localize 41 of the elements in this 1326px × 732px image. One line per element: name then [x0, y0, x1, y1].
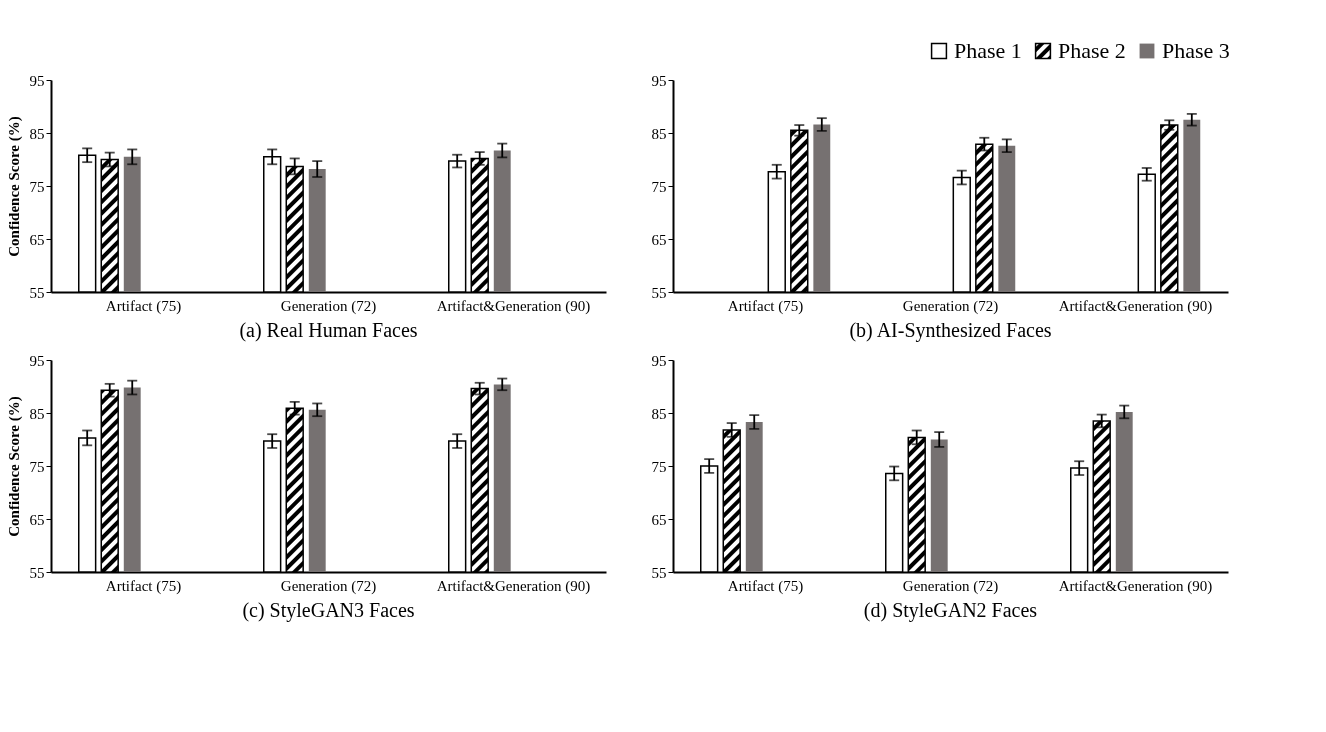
legend-label: Phase 2: [1058, 38, 1126, 63]
y-tick-label: 75: [29, 458, 45, 475]
y-tick-label: 55: [651, 564, 667, 581]
y-tick-label: 55: [29, 564, 45, 581]
y-tick-label: 95: [651, 72, 667, 89]
y-tick-label: 95: [651, 352, 667, 369]
text: (b) AI-Synthesized Faces: [849, 319, 1052, 342]
x-tick-label: Artifact&Generation (90): [1058, 297, 1213, 315]
x-tick-label: Artifact (75): [727, 577, 804, 595]
y-tick-label: 65: [29, 231, 45, 248]
y-tick-label: 75: [651, 178, 667, 195]
y-tick-label: 65: [29, 511, 45, 528]
text: (a) Real Human Faces: [239, 319, 418, 342]
x-tick-label: Generation (72): [902, 577, 999, 595]
y-tick-label: 75: [651, 458, 667, 475]
y-tick-label: 95: [29, 72, 45, 89]
x-tick-label: Artifact&Generation (90): [436, 297, 591, 315]
x-tick-label: Generation (72): [280, 577, 377, 595]
y-axis-title: Confidence Score (%): [5, 396, 23, 537]
y-tick-label: 85: [651, 125, 667, 142]
x-tick-label: Artifact (75): [105, 577, 182, 595]
legend-label: Phase 1: [954, 38, 1022, 63]
y-tick-label: 55: [29, 284, 45, 301]
legend-label: Phase 3: [1162, 38, 1230, 63]
y-tick-label: 85: [29, 125, 45, 142]
y-tick-label: 65: [651, 511, 667, 528]
y-tick-label: 75: [29, 178, 45, 195]
x-tick-label: Artifact&Generation (90): [1058, 577, 1213, 595]
y-tick-label: 95: [29, 352, 45, 369]
x-tick-label: Artifact&Generation (90): [436, 577, 591, 595]
x-tick-label: Artifact (75): [105, 297, 182, 315]
y-tick-label: 65: [651, 231, 667, 248]
x-tick-label: Artifact (75): [727, 297, 804, 315]
y-tick-label: 85: [29, 405, 45, 422]
y-axis-title: Confidence Score (%): [5, 116, 23, 257]
x-tick-label: Generation (72): [902, 297, 999, 315]
y-tick-label: 85: [651, 405, 667, 422]
y-tick-label: 55: [651, 284, 667, 301]
x-tick-label: Generation (72): [280, 297, 377, 315]
text: (c) StyleGAN3 Faces: [242, 599, 415, 622]
text: (d) StyleGAN2 Faces: [863, 599, 1038, 622]
